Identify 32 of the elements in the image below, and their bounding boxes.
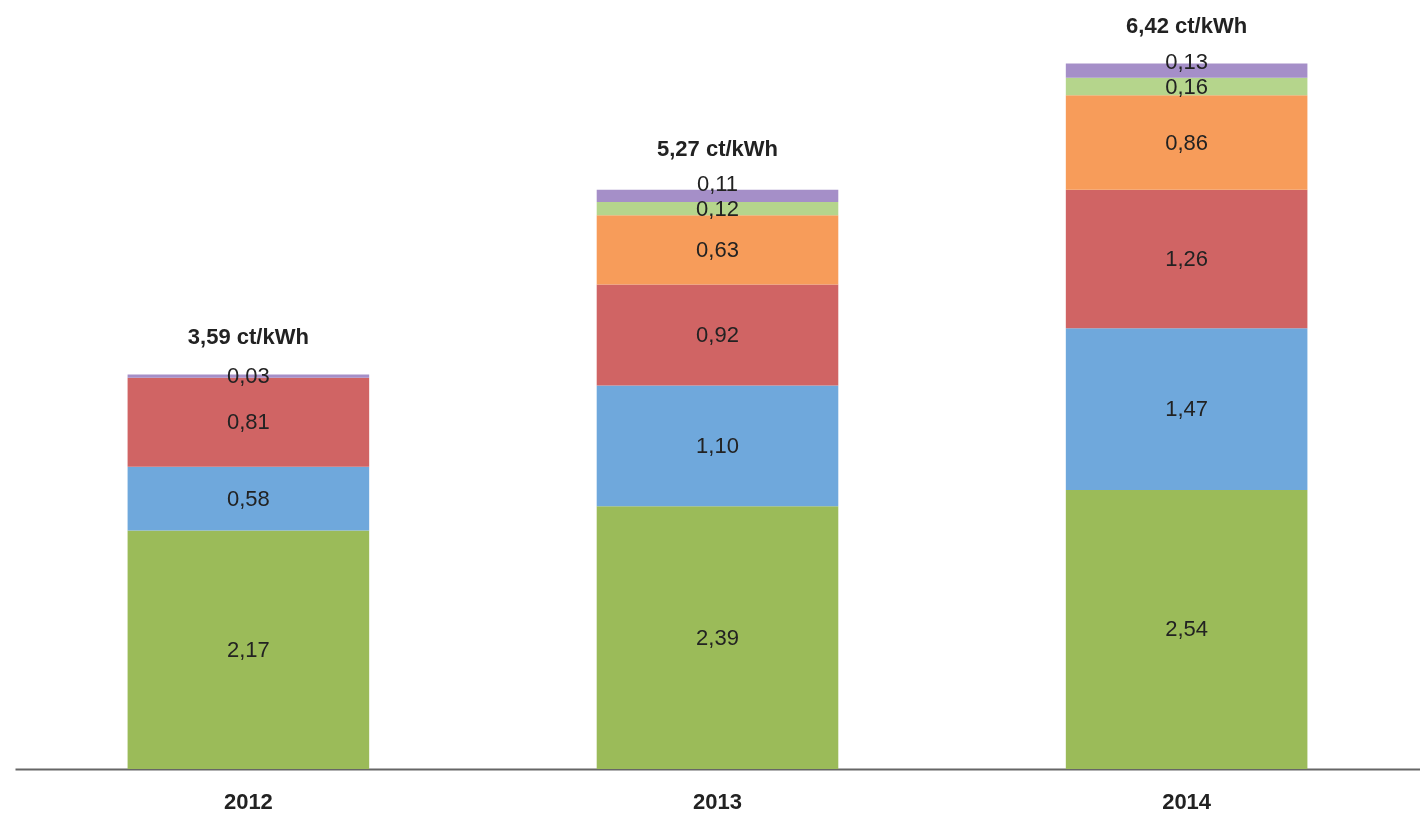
bar (596, 385, 839, 507)
bar (1065, 328, 1308, 490)
data-label: 0,11 (696, 171, 739, 197)
data-label: 0,16 (1165, 73, 1209, 99)
data-label: 1,10 (696, 432, 739, 458)
bar (1065, 189, 1308, 329)
bar (1065, 489, 1308, 769)
total-label: 5,27 ct/kWh (656, 136, 779, 162)
data-label: 0,12 (696, 195, 739, 221)
x-tick-label: 2014 (1162, 788, 1212, 814)
data-label: 0,86 (1165, 129, 1209, 155)
data-label: 0,58 (226, 485, 270, 511)
data-label: 0,13 (1165, 49, 1209, 75)
data-label: 2,39 (696, 624, 739, 650)
data-label: 0,03 (226, 363, 270, 389)
data-label: 1,26 (1165, 246, 1209, 272)
total-label: 3,59 ct/kWh (187, 324, 309, 350)
bar (127, 466, 370, 531)
data-label: 0,63 (696, 236, 739, 262)
data-label: 2,17 (226, 636, 270, 662)
total-label: 6,42 ct/kWh (1126, 13, 1248, 39)
data-label: 0,92 (696, 321, 739, 347)
bar (596, 284, 839, 386)
data-label: 0,81 (226, 409, 270, 435)
bar (1065, 77, 1308, 96)
bar (127, 530, 370, 769)
bar (596, 506, 839, 769)
data-label: 1,47 (1165, 396, 1209, 422)
bar (1065, 95, 1308, 190)
x-tick-label: 2012 (223, 788, 273, 814)
x-tick-label: 2013 (693, 788, 742, 814)
data-label: 2,54 (1165, 616, 1209, 642)
